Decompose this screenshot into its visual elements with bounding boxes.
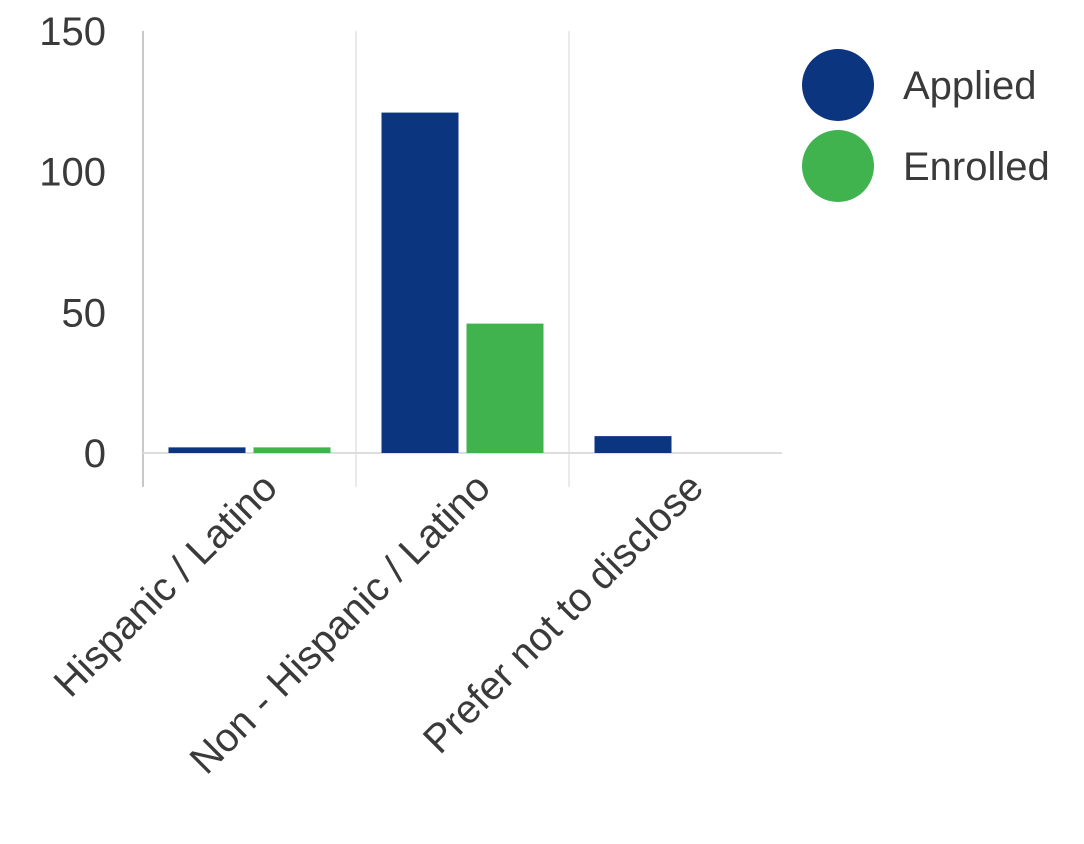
y-tick-label: 150 [39, 10, 106, 54]
bar-applied [168, 447, 246, 453]
bar-applied [594, 436, 672, 453]
grid-lines [142, 31, 782, 487]
y-tick-label: 0 [84, 432, 106, 476]
legend-label: Enrolled [903, 145, 1050, 189]
y-tick-label: 50 [62, 291, 107, 335]
x-tick-label: Hispanic / Latino [46, 465, 286, 705]
bars [168, 112, 672, 453]
y-axis: 0 50 100 150 [39, 10, 106, 476]
bar-enrolled [253, 447, 331, 453]
legend-swatch [802, 49, 874, 121]
legend: Applied Enrolled [802, 49, 1050, 202]
legend-swatch [802, 130, 874, 202]
bar-enrolled [466, 323, 544, 453]
bar-applied [381, 112, 459, 453]
legend-label: Applied [903, 64, 1036, 108]
y-tick-label: 100 [39, 151, 106, 195]
